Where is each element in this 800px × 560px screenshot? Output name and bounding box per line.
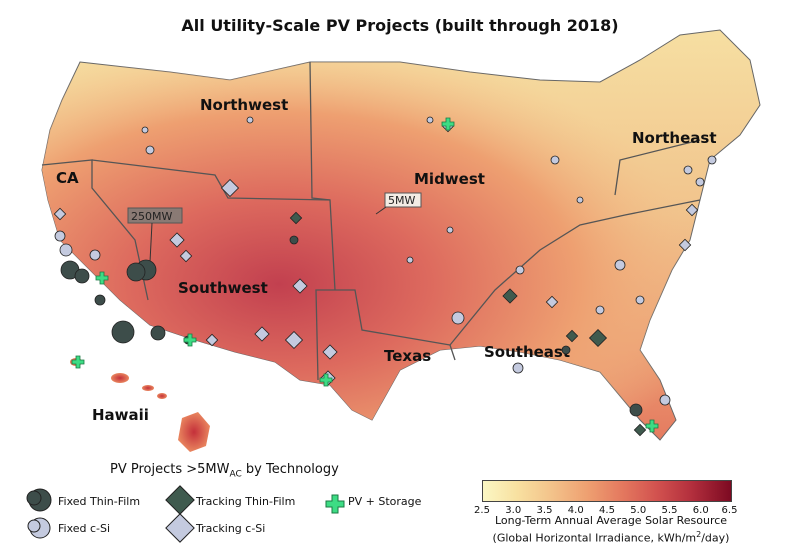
colorbar-tick: 4.5 bbox=[599, 505, 615, 516]
legend-symbol-tracking-c-si bbox=[165, 513, 195, 543]
colorbar-tick: 6.0 bbox=[692, 505, 709, 516]
region-label-ca: CA bbox=[56, 169, 79, 187]
legend-symbol-tracking-thin-film bbox=[165, 485, 195, 515]
legend-label-fixed-thin-film: Fixed Thin-Film bbox=[58, 495, 141, 508]
svg-text:250MW: 250MW bbox=[131, 210, 172, 223]
colorbar: 2.5 3.0 3.5 4.0 4.5 5.0 5.5 6.0 6.5 bbox=[474, 480, 737, 516]
region-label-southwest: Southwest bbox=[178, 279, 268, 297]
colorbar-tick: 6.5 bbox=[721, 505, 738, 516]
colorbar-label-line2: (Global Horizontal Irradiance, kWh/m2/da… bbox=[492, 530, 730, 545]
colorbar-ticks: 2.5 3.0 3.5 4.0 4.5 5.0 5.5 6.0 6.5 bbox=[474, 502, 737, 516]
colorbar-tick: 3.5 bbox=[536, 505, 553, 516]
region-label-northwest: Northwest bbox=[200, 96, 288, 114]
region-label-northeast: Northeast bbox=[632, 129, 717, 147]
colorbar-tick: 3.0 bbox=[505, 505, 522, 516]
svg-text:5MW: 5MW bbox=[388, 194, 415, 207]
callout-250mw: 250MW bbox=[127, 207, 183, 263]
colorbar-tick: 5.5 bbox=[661, 505, 678, 516]
southwest-irradiance-overlay bbox=[42, 30, 760, 440]
region-label-midwest: Midwest bbox=[414, 170, 485, 188]
callout-5mw: 5MW bbox=[375, 192, 422, 215]
colorbar-label-line1: Long-Term Annual Average Solar Resource bbox=[494, 514, 728, 527]
region-label-hawaii: Hawaii bbox=[92, 406, 149, 424]
region-label-southeast: Southeast bbox=[484, 343, 570, 361]
region-boundaries bbox=[41, 61, 701, 381]
hawaii-islands bbox=[70, 358, 210, 452]
colorbar-tick: 4.0 bbox=[567, 505, 584, 516]
project-markers bbox=[53, 116, 717, 437]
legend-title: PV Projects >5MWAC by Technology bbox=[110, 462, 339, 480]
colorbar-tick: 5.0 bbox=[630, 505, 647, 516]
legend-symbol-fixed-thin-film bbox=[26, 488, 52, 512]
legend-label-fixed-c-si: Fixed c-Si bbox=[58, 522, 111, 535]
colorbar-gradient bbox=[482, 480, 732, 502]
map-title: All Utility-Scale PV Projects (built thr… bbox=[181, 16, 619, 35]
legend-symbol-fixed-c-si bbox=[27, 517, 51, 539]
legend-label-tracking-c-si: Tracking c-Si bbox=[196, 522, 266, 535]
legend-symbol-pv-storage bbox=[325, 494, 345, 514]
region-label-texas: Texas bbox=[384, 347, 431, 365]
legend-label-tracking-thin-film: Tracking Thin-Film bbox=[196, 495, 296, 508]
legend-label-pv-storage: PV + Storage bbox=[348, 495, 422, 508]
colorbar-tick: 2.5 bbox=[474, 505, 490, 516]
